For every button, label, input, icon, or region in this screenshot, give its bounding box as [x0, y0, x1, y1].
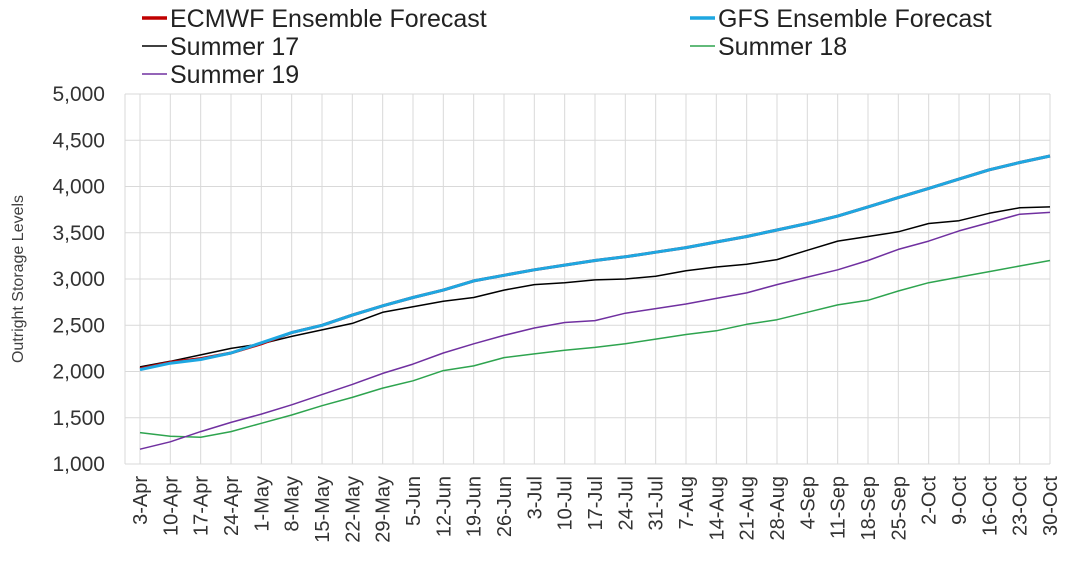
axis-layer: 1,000 1,500 2,000 2,500 3,000 3,500 4,000 4,500…	[10, 83, 1062, 543]
x-tick-label: 18-Sep	[858, 476, 880, 541]
legend-label: GFS Ensemble Forecast	[718, 5, 992, 33]
series-line	[139, 259, 1051, 438]
x-tick-label: 11-Sep	[828, 476, 850, 539]
y-tick-label: 3,000	[52, 268, 105, 291]
y-axis-label: Outright Storage Levels	[10, 195, 27, 363]
x-tick-label: 16-Oct	[979, 476, 1001, 536]
legend-label: Summer 19	[170, 61, 299, 89]
series-line	[139, 206, 1051, 368]
y-tick-label: 4,000	[52, 176, 105, 199]
legend-label: Summer 18	[718, 33, 847, 61]
x-tick-label: 9-Oct	[949, 476, 971, 525]
x-tick-label: 23-Oct	[1010, 476, 1032, 536]
x-tick-label: 12-Jun	[433, 476, 455, 537]
x-tick-label: 24-Apr	[221, 476, 243, 536]
series-layer	[139, 154, 1051, 450]
series-line	[139, 154, 1051, 372]
x-tick-label: 30-Oct	[1040, 476, 1062, 536]
legend-label: Summer 17	[170, 33, 299, 61]
x-tick-label: 29-May	[373, 476, 395, 543]
y-tick-label: 2,500	[52, 314, 105, 337]
grid-layer	[124, 93, 1051, 465]
x-tick-label: 3-Jul	[524, 476, 546, 519]
x-tick-label: 22-May	[342, 476, 364, 543]
x-tick-label: 2-Oct	[919, 476, 941, 525]
x-tick-label: 25-Sep	[888, 476, 910, 541]
x-tick-label: 10-Apr	[160, 476, 182, 536]
x-tick-label: 17-Jul	[585, 476, 607, 530]
x-tick-label: 10-Jul	[555, 476, 577, 530]
x-tick-label: 3-Apr	[130, 476, 152, 525]
x-tick-label: 7-Aug	[676, 476, 698, 529]
y-tick-label: 2,000	[52, 361, 105, 384]
y-tick-label: 5,000	[52, 83, 105, 106]
x-tick-label: 19-Jun	[464, 476, 486, 537]
legend-label: ECMWF Ensemble Forecast	[170, 5, 487, 33]
y-tick-label: 1,500	[52, 407, 105, 430]
x-tick-label: 26-Jun	[494, 476, 516, 537]
y-tick-label: 1,000	[52, 453, 105, 476]
x-tick-label: 4-Sep	[797, 476, 819, 529]
x-tick-label: 28-Aug	[767, 476, 789, 541]
y-tick-label: 4,500	[52, 129, 105, 152]
x-tick-label: 17-Apr	[191, 476, 213, 536]
x-tick-label: 1-May	[251, 476, 273, 532]
x-tick-label: 8-May	[282, 476, 304, 532]
x-tick-label: 5-Jun	[403, 476, 425, 526]
x-tick-label: 15-May	[312, 476, 334, 543]
x-tick-label: 14-Aug	[706, 476, 728, 541]
y-tick-label: 3,500	[52, 222, 105, 245]
x-tick-label: 21-Aug	[737, 476, 759, 541]
series-line	[139, 211, 1051, 450]
x-tick-label: 24-Jul	[615, 476, 637, 530]
x-tick-label: 31-Jul	[646, 476, 668, 530]
legend: ECMWF Ensemble Forecast GFS Ensemble Fore…	[142, 5, 992, 89]
